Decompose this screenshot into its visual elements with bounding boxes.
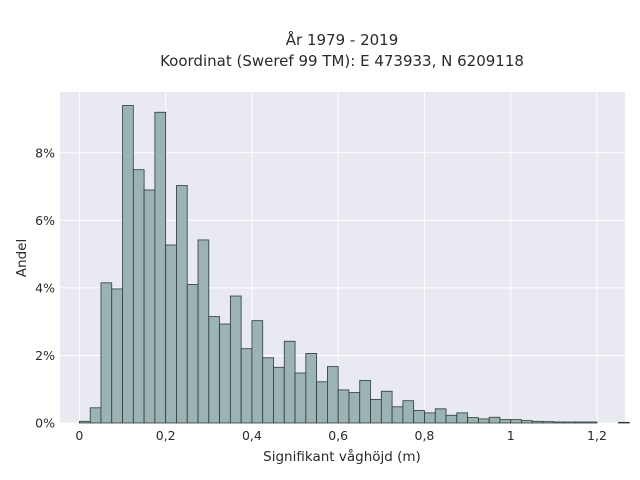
histogram-bar <box>283 340 296 424</box>
histogram-bar <box>327 366 339 424</box>
histogram-bar <box>510 419 522 424</box>
histogram-bar <box>542 421 555 424</box>
histogram-bar <box>553 421 566 424</box>
histogram-bar <box>348 392 361 424</box>
histogram-bar <box>575 421 587 424</box>
histogram-bar <box>251 320 264 424</box>
x-tick-label: 0,8 <box>415 428 435 443</box>
histogram-bars <box>79 105 630 424</box>
y-tick-label: 2% <box>35 348 55 363</box>
histogram-bar <box>143 189 156 424</box>
histogram-bar <box>240 348 253 424</box>
histogram-bar <box>618 421 630 424</box>
x-tick-label: 1 <box>507 428 515 443</box>
x-axis-label: Signifikant våghöjd (m) <box>263 448 421 465</box>
histogram-bar <box>79 420 91 424</box>
y-axis-label: Andel <box>14 239 30 277</box>
x-tick-label: 0,4 <box>242 428 262 443</box>
histogram-bar <box>208 316 220 424</box>
histogram-bar <box>359 380 371 424</box>
histogram-bar <box>370 398 382 424</box>
x-tick-label: 0 <box>75 428 83 443</box>
histogram-bar <box>424 412 436 424</box>
histogram-bar <box>564 421 576 424</box>
histogram-bar <box>488 416 501 424</box>
histogram-bar <box>100 282 113 424</box>
histogram-bar <box>132 169 145 424</box>
x-tick-label: 0,2 <box>156 428 176 443</box>
histogram-bar <box>111 288 123 424</box>
y-tick-label: 0% <box>35 416 55 431</box>
histogram-bar <box>521 420 533 424</box>
y-tick-label: 6% <box>35 213 55 228</box>
histogram-bar <box>585 421 598 424</box>
histogram-bar <box>294 372 307 424</box>
x-tick-label: 0,6 <box>328 428 348 443</box>
y-tick-label: 8% <box>35 145 55 160</box>
histogram-bar <box>531 420 544 424</box>
histogram-bar <box>262 357 274 424</box>
y-tick-label: 4% <box>35 280 55 295</box>
histogram-bar <box>273 366 285 424</box>
histogram-bar <box>434 408 447 424</box>
histogram-bar <box>380 390 393 424</box>
x-tick-labels: 0 0,2 0,4 0,6 0,8 1 1,2 <box>75 428 606 443</box>
histogram-bar <box>165 244 177 424</box>
histogram-bar <box>413 410 425 424</box>
chart-title-line-1: År 1979 - 2019 <box>286 30 399 49</box>
histogram-bar <box>316 381 328 424</box>
histogram-bar <box>337 389 350 424</box>
histogram-bar <box>391 406 404 424</box>
histogram-bar <box>154 111 167 424</box>
x-tick-label: 1,2 <box>587 428 607 443</box>
histogram-bar <box>445 414 458 424</box>
histogram-bar <box>122 105 134 424</box>
histogram-bar <box>219 323 231 424</box>
histogram-bar <box>305 353 318 424</box>
histogram-bar <box>89 407 102 424</box>
chart-title-line-2: Koordinat (Sweref 99 TM): E 473933, N 62… <box>160 52 524 70</box>
histogram-bar <box>176 185 188 424</box>
histogram-bar <box>499 419 512 424</box>
histogram-bar <box>229 295 242 424</box>
histogram-bar <box>186 284 199 424</box>
y-tick-labels: 0% 2% 4% 6% 8% <box>35 145 55 430</box>
histogram-bar <box>456 412 468 424</box>
histogram-bar <box>197 239 210 424</box>
histogram-bar <box>467 417 479 424</box>
histogram-bar <box>402 400 415 424</box>
histogram-bar <box>477 418 490 424</box>
